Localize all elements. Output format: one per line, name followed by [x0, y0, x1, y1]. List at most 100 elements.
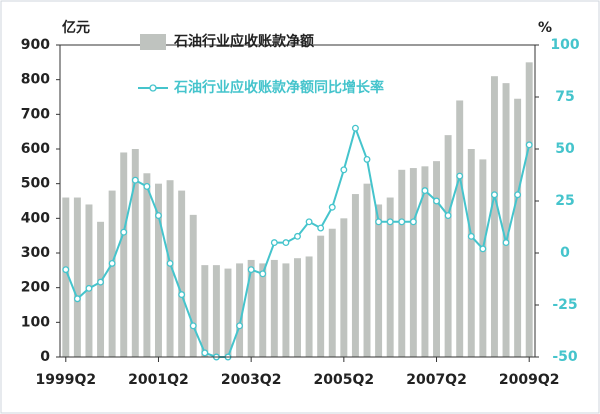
line-point	[155, 212, 162, 220]
bar	[386, 197, 394, 357]
bar	[189, 214, 197, 357]
line-point	[120, 228, 128, 236]
bar	[73, 197, 81, 357]
bar	[340, 218, 348, 357]
line-point	[143, 182, 151, 190]
line-point	[236, 322, 244, 330]
bar	[131, 149, 139, 357]
bar	[270, 259, 278, 357]
line-point	[317, 224, 325, 232]
line-point	[375, 218, 383, 226]
bar	[155, 183, 162, 357]
y-tick-label: 700	[21, 106, 50, 122]
legend-swatch	[149, 84, 157, 92]
bar	[351, 194, 359, 357]
line-point	[189, 322, 197, 330]
y2-tick-label: -50	[552, 349, 578, 365]
line-point	[479, 245, 487, 253]
line-point	[282, 239, 290, 247]
bar	[62, 197, 70, 357]
y-axis-label: 亿元	[62, 19, 90, 36]
legend-label: 石油行业应收账款净额	[173, 33, 314, 50]
y2-tick-label: 25	[555, 193, 574, 209]
line-point	[328, 203, 336, 211]
y-tick-label: 0	[40, 349, 50, 365]
bar	[282, 263, 290, 357]
bar	[120, 152, 128, 357]
x-tick-label: 2005Q2	[314, 372, 375, 388]
bar	[363, 183, 371, 357]
bar	[375, 204, 383, 357]
line-point	[444, 212, 452, 220]
x-tick-label: 2001Q2	[128, 372, 189, 388]
line-point	[386, 218, 394, 226]
bar	[247, 259, 255, 357]
line-point	[305, 218, 313, 226]
line-point	[502, 239, 510, 247]
bar	[490, 76, 498, 357]
bar	[409, 168, 417, 357]
line-point	[514, 191, 522, 199]
y2-tick-label: 50	[555, 141, 575, 157]
legend-swatch	[140, 34, 166, 50]
line-point	[491, 191, 498, 199]
y-tick-label: 600	[21, 141, 50, 157]
bar	[294, 258, 301, 357]
y2-tick-label: 0	[560, 245, 570, 261]
bar	[236, 263, 244, 357]
bar	[166, 180, 174, 357]
y2-tick-label: -25	[552, 297, 577, 313]
legend-label: 石油行业应收账款净额同比增长率	[173, 79, 384, 96]
line-point	[409, 218, 417, 226]
bar	[398, 169, 406, 357]
plot-frame	[59, 44, 536, 358]
bar	[433, 161, 440, 357]
y-tick-label: 800	[21, 72, 50, 88]
line-point	[62, 266, 70, 274]
line-point	[259, 270, 267, 278]
line-point	[433, 197, 440, 205]
bar	[525, 62, 533, 357]
bar	[479, 159, 487, 357]
y-tick-label: 900	[21, 37, 50, 53]
bar	[85, 204, 93, 357]
line-point	[351, 124, 359, 132]
bar	[421, 166, 429, 357]
bar	[259, 263, 267, 357]
bar	[97, 221, 105, 357]
bar	[456, 100, 464, 357]
bar	[178, 190, 186, 357]
y2-tick-label: 75	[555, 89, 574, 105]
bar	[305, 256, 313, 357]
line-point	[178, 291, 186, 299]
bar	[108, 190, 116, 357]
line-point	[131, 176, 139, 184]
bar	[143, 173, 151, 357]
bar	[514, 98, 522, 357]
line-point	[270, 239, 278, 247]
bar	[201, 265, 209, 357]
bar	[502, 83, 510, 357]
y-tick-label: 300	[21, 245, 50, 261]
bar	[224, 268, 232, 357]
line-point	[247, 266, 255, 274]
bar	[444, 135, 452, 357]
line-point	[456, 172, 464, 180]
y-tick-label: 500	[21, 176, 50, 192]
x-tick-label: 2003Q2	[221, 372, 282, 388]
line-point	[340, 166, 348, 174]
bar	[467, 149, 475, 357]
bar	[317, 235, 325, 357]
line-point	[363, 155, 371, 163]
x-tick-label: 1999Q2	[35, 372, 96, 388]
bar	[212, 265, 220, 357]
x-tick-label: 2009Q2	[499, 372, 560, 388]
line-point	[108, 259, 116, 267]
y2-axis-label: %	[538, 20, 552, 36]
line-point	[85, 284, 93, 292]
y2-tick-label: 100	[550, 37, 579, 53]
line-point	[73, 295, 81, 303]
bar	[328, 228, 336, 357]
